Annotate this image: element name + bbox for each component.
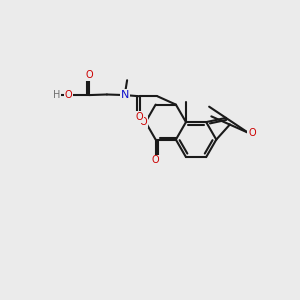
Text: N: N	[121, 90, 129, 100]
Text: O: O	[248, 128, 256, 138]
Text: O: O	[136, 112, 143, 122]
Text: O: O	[85, 70, 93, 80]
Text: O: O	[152, 155, 160, 165]
Text: O: O	[140, 117, 147, 127]
Text: H: H	[53, 90, 60, 100]
Text: O: O	[64, 90, 72, 100]
